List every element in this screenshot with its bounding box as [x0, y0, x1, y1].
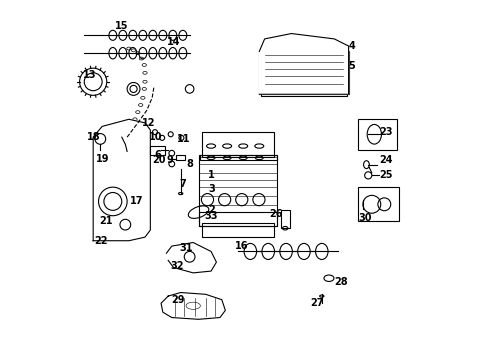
Text: 1: 1: [208, 170, 215, 180]
Polygon shape: [259, 33, 348, 94]
Text: 17: 17: [130, 197, 143, 206]
Polygon shape: [167, 243, 217, 273]
Bar: [198, 212, 277, 226]
Bar: [358, 187, 398, 221]
Text: 24: 24: [379, 156, 392, 165]
Text: 21: 21: [99, 216, 113, 226]
Text: 8: 8: [186, 159, 193, 169]
Text: 9: 9: [167, 156, 173, 165]
Text: 29: 29: [171, 295, 184, 305]
Bar: [358, 119, 397, 150]
Text: 11: 11: [177, 134, 191, 144]
Text: 20: 20: [152, 156, 166, 165]
Text: 2: 2: [208, 205, 215, 215]
Bar: [261, 92, 347, 96]
Text: 18: 18: [87, 132, 100, 142]
Text: 14: 14: [167, 37, 181, 48]
Text: 25: 25: [379, 170, 392, 180]
Bar: [259, 51, 348, 94]
Text: 32: 32: [171, 261, 184, 271]
Text: 6: 6: [154, 150, 161, 160]
Polygon shape: [93, 119, 150, 241]
Bar: [202, 223, 273, 237]
Text: 12: 12: [142, 118, 156, 128]
Text: 26: 26: [269, 209, 283, 219]
Bar: [176, 155, 185, 160]
Text: 13: 13: [83, 69, 97, 80]
Polygon shape: [161, 293, 225, 319]
Text: 19: 19: [96, 154, 109, 163]
Text: 23: 23: [379, 127, 392, 137]
Text: 7: 7: [179, 179, 186, 189]
Bar: [202, 132, 273, 157]
Text: 5: 5: [348, 61, 355, 71]
Text: 10: 10: [149, 132, 163, 142]
Text: 30: 30: [358, 212, 372, 222]
Text: 27: 27: [310, 298, 323, 308]
Bar: [281, 210, 290, 228]
Text: 4: 4: [348, 41, 355, 51]
Text: 28: 28: [334, 277, 348, 287]
Text: 22: 22: [94, 236, 107, 246]
Text: 15: 15: [116, 21, 129, 31]
Bar: [200, 155, 277, 160]
Text: 16: 16: [235, 241, 248, 251]
Text: 31: 31: [180, 243, 193, 253]
Bar: [198, 155, 277, 226]
Text: 3: 3: [208, 184, 215, 194]
Bar: [150, 146, 165, 155]
Text: 33: 33: [204, 211, 218, 221]
